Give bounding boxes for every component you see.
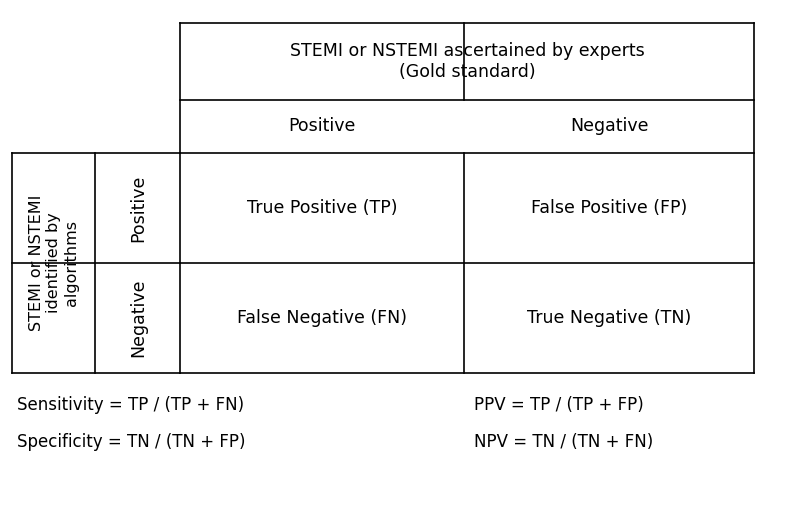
Text: True Negative (TN): True Negative (TN): [527, 309, 691, 327]
Text: False Positive (FP): False Positive (FP): [531, 199, 687, 217]
Text: Sensitivity = TP / (TP + FN): Sensitivity = TP / (TP + FN): [17, 395, 244, 414]
Text: PPV = TP / (TP + FP): PPV = TP / (TP + FP): [474, 395, 644, 414]
Text: True Positive (TP): True Positive (TP): [247, 199, 398, 217]
Text: Positive: Positive: [129, 174, 146, 241]
Text: STEMI or NSTEMI
identified by
algorithms: STEMI or NSTEMI identified by algorithms: [29, 195, 78, 331]
Text: Positive: Positive: [289, 117, 356, 135]
Text: Negative: Negative: [570, 117, 649, 135]
Text: NPV = TN / (TN + FN): NPV = TN / (TN + FN): [474, 433, 654, 451]
Text: False Negative (FN): False Negative (FN): [238, 309, 407, 327]
Text: Specificity = TN / (TN + FP): Specificity = TN / (TN + FP): [17, 433, 246, 451]
Text: Negative: Negative: [129, 279, 146, 357]
Text: STEMI or NSTEMI ascertained by experts
(Gold standard): STEMI or NSTEMI ascertained by experts (…: [290, 42, 645, 80]
